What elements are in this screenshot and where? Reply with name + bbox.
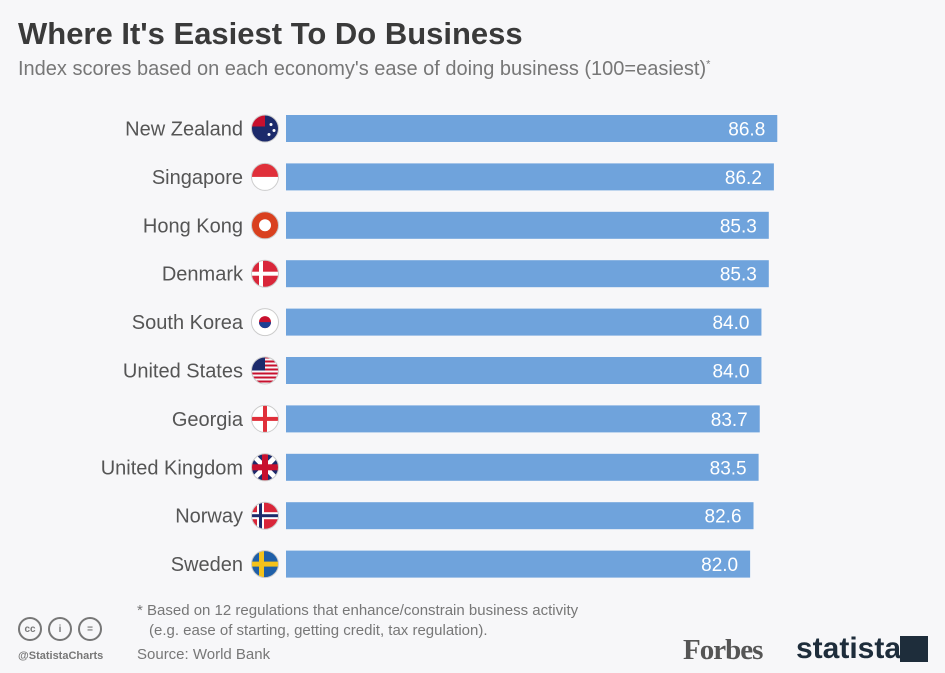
- value-label: 83.5: [710, 458, 747, 479]
- flag-border: [251, 453, 279, 482]
- denmark-flag-icon: [251, 260, 279, 288]
- new-zealand-flag-icon: [251, 115, 279, 142]
- bar: [286, 405, 760, 433]
- category-label: Georgia: [172, 409, 244, 431]
- norway-flag-icon: [251, 502, 279, 530]
- footnote: * Based on 12 regulations that enhance/c…: [137, 601, 578, 641]
- flag-border: [251, 114, 279, 143]
- value-label: 86.8: [728, 120, 765, 141]
- value-label: 85.3: [720, 265, 757, 286]
- flag-border: [251, 259, 279, 288]
- subtitle-text: Index scores based on each economy's eas…: [18, 58, 707, 80]
- forbes-logo: Forbes: [683, 634, 763, 666]
- value-label: 83.7: [711, 410, 748, 431]
- value-label: 84.0: [712, 313, 749, 334]
- chart-title: Where It's Easiest To Do Business: [18, 16, 523, 51]
- flag-border: [251, 308, 279, 337]
- value-label: 84.0: [712, 362, 749, 383]
- statista-handle: @StatistaCharts: [18, 650, 104, 662]
- sweden-flag-icon: [251, 550, 279, 578]
- bar: [286, 260, 769, 288]
- statista-logo-icon: [900, 636, 928, 662]
- bar: [286, 502, 754, 530]
- bar: [286, 453, 759, 481]
- bar: [286, 211, 769, 239]
- attribution-icon: i: [48, 617, 72, 641]
- value-label: 85.3: [720, 216, 757, 237]
- license-icons: cc i =: [18, 617, 102, 641]
- category-label: Singapore: [152, 167, 243, 189]
- chart-subtitle: Index scores based on each economy's eas…: [18, 58, 710, 81]
- category-label: United States: [123, 361, 243, 383]
- subtitle-asterisk: *: [706, 58, 711, 71]
- bar-chart: New Zealand 86.8 Singapore 86.2 Hong Kong 85.…: [101, 114, 778, 579]
- bar: [286, 550, 751, 578]
- category-label: New Zealand: [125, 119, 243, 141]
- value-label: 86.2: [725, 168, 762, 189]
- no-derivatives-icon: =: [78, 617, 102, 641]
- category-label: Sweden: [171, 554, 243, 576]
- flag-border: [251, 162, 279, 191]
- flag-border: [251, 211, 279, 240]
- value-label: 82.6: [705, 507, 742, 528]
- category-label: Denmark: [162, 264, 244, 286]
- flag-border: [251, 550, 279, 579]
- statista-logo: statista: [796, 632, 902, 665]
- flag-border: [251, 501, 279, 530]
- source: Source: World Bank: [137, 646, 271, 663]
- category-label: Hong Kong: [143, 215, 243, 237]
- united-states-flag-icon: [251, 357, 279, 383]
- hong-kong-flag-icon: [251, 211, 279, 239]
- flag-border: [251, 356, 279, 385]
- south-korea-flag-icon: [251, 308, 279, 336]
- bar: [286, 115, 778, 142]
- cc-icon: cc: [18, 617, 42, 641]
- category-label: United Kingdom: [101, 457, 243, 479]
- value-label: 82.0: [701, 555, 738, 576]
- footnote-line-1: * Based on 12 regulations that enhance/c…: [137, 602, 579, 619]
- category-label: Norway: [175, 506, 243, 528]
- bar: [286, 308, 762, 336]
- flag-border: [251, 404, 279, 433]
- category-label: South Korea: [132, 312, 244, 334]
- singapore-flag-icon: [251, 163, 279, 191]
- bar: [286, 357, 762, 384]
- footnote-line-2: (e.g. ease of starting, getting credit, …: [149, 622, 488, 639]
- georgia-flag-icon: [251, 405, 279, 433]
- bar: [286, 163, 774, 191]
